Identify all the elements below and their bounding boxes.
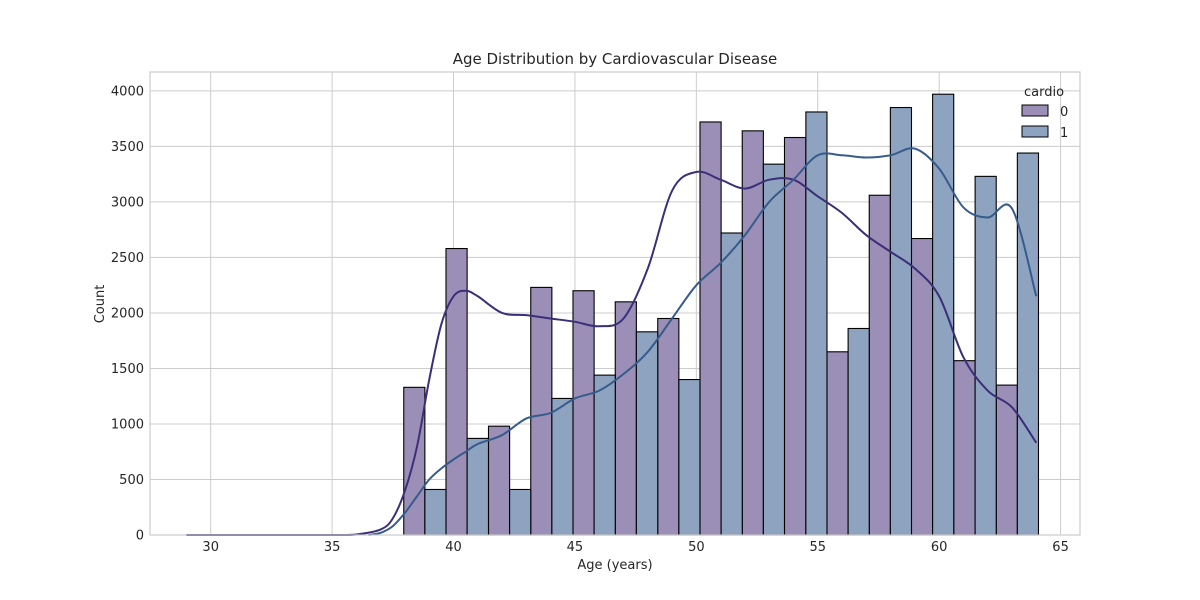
bar-series-0-bin-16 — [741, 130, 764, 536]
bar-series-1-bin-9 — [593, 374, 616, 536]
bar-series-1-bin-11 — [635, 331, 659, 536]
bar-series-0-bin-12 — [657, 317, 680, 536]
bar-series-0-bin-14 — [699, 121, 722, 536]
x-tick-label-65: 65 — [1052, 540, 1069, 555]
bar-series-0-bin-18 — [783, 136, 807, 536]
y-tick-label-2000: 2000 — [111, 306, 144, 321]
legend-swatch-1 — [1021, 125, 1049, 138]
bar-series-1-bin-7 — [551, 397, 574, 536]
bar-series-0-bin-4 — [487, 425, 511, 536]
legend-swatch-0 — [1021, 104, 1049, 117]
x-tick-label-55: 55 — [809, 540, 826, 555]
plot-frame — [149, 71, 1081, 536]
y-tick-label-500: 500 — [119, 473, 144, 488]
bar-series-0-bin-22 — [868, 194, 891, 536]
bar-series-1-bin-19 — [805, 111, 828, 536]
bar-series-1-bin-5 — [509, 488, 532, 536]
x-tick-label-50: 50 — [688, 540, 705, 555]
y-tick-label-2500: 2500 — [111, 251, 144, 266]
bar-series-0-bin-26 — [953, 360, 976, 536]
bars — [403, 93, 1040, 536]
x-axis-label: Age (years) — [577, 558, 652, 573]
y-tick-label-3500: 3500 — [111, 140, 144, 155]
kde-line-series-1 — [368, 147, 1038, 536]
bar-series-1-bin-17 — [762, 163, 786, 536]
bar-series-1-bin-25 — [932, 93, 955, 536]
x-tick-label-60: 60 — [931, 540, 948, 555]
bar-series-0-bin-6 — [530, 286, 553, 536]
x-tick-label-45: 45 — [567, 540, 584, 555]
y-tick-label-3000: 3000 — [111, 195, 144, 210]
tick-labels: 30 35 40 45 50 55 60 65 0 500 1000 1500 2000 2500 3000… — [111, 84, 1069, 555]
bar-series-1-bin-3 — [466, 437, 490, 536]
kde-line-series-0 — [186, 170, 1038, 537]
bar-series-0-bin-28 — [995, 384, 1018, 536]
bar-series-1-bin-15 — [720, 232, 743, 536]
y-tick-label-1000: 1000 — [111, 417, 144, 432]
bar-series-0-bin-8 — [572, 290, 595, 536]
legend: cardio 0 1 — [1021, 85, 1068, 141]
bar-series-1-bin-21 — [847, 327, 870, 536]
legend-label-0: 0 — [1060, 105, 1068, 120]
x-tick-label-30: 30 — [202, 540, 219, 555]
bar-series-0-bin-10 — [614, 301, 637, 536]
bar-series-1-bin-29 — [1016, 152, 1040, 536]
bar-series-1-bin-27 — [974, 175, 997, 536]
bar-series-1-bin-23 — [889, 106, 913, 536]
y-tick-label-0: 0 — [136, 529, 144, 544]
y-axis-label: Count — [93, 285, 108, 324]
x-tick-label-35: 35 — [324, 540, 341, 555]
legend-title: cardio — [1024, 85, 1064, 100]
y-tick-label-1500: 1500 — [111, 362, 144, 377]
y-tick-label-4000: 4000 — [111, 84, 144, 99]
legend-label-1: 1 — [1060, 126, 1068, 141]
bar-series-1-bin-13 — [678, 379, 701, 536]
chart-title: Age Distribution by Cardiovascular Disea… — [453, 50, 778, 68]
kde-lines — [186, 147, 1038, 537]
x-tick-label-40: 40 — [445, 540, 462, 555]
bar-series-1-bin-1 — [424, 488, 447, 536]
bar-series-0-bin-20 — [826, 351, 849, 536]
